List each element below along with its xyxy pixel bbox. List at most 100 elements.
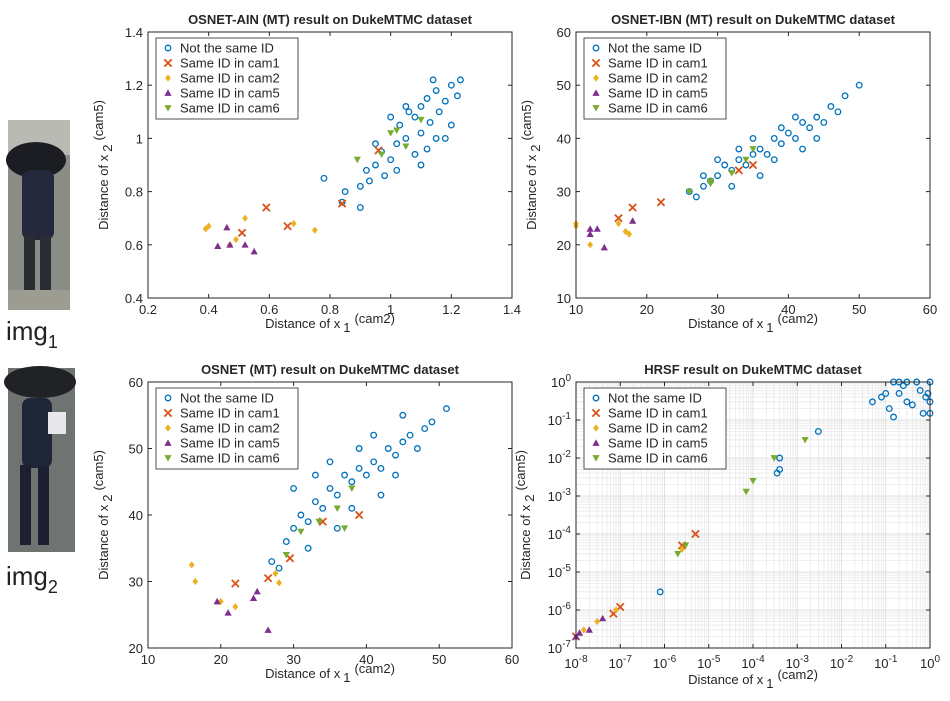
point: [594, 617, 600, 626]
legend-marker: [591, 58, 601, 68]
point: [699, 182, 707, 190]
point: [188, 561, 195, 569]
y-tick-label: 10-2: [548, 449, 572, 466]
legend-label: Not the same ID: [608, 391, 702, 406]
y-tick-label: 0.8: [125, 185, 143, 200]
y-tick-label: 10-1: [548, 411, 572, 428]
legend-label: Not the same ID: [180, 41, 274, 56]
legend-label: Not the same ID: [608, 41, 702, 56]
legend-marker: [164, 105, 172, 112]
y-tick-label: 20: [129, 641, 143, 656]
point: [362, 166, 370, 174]
x-tick-label-base: 10: [697, 656, 711, 671]
point: [770, 134, 778, 142]
chart-title: OSNET (MT) result on DukeMTMC dataset: [201, 362, 460, 377]
point: [714, 156, 722, 164]
point: [348, 478, 356, 486]
legend-label: Same ID in cam2: [608, 71, 708, 86]
x-axis-label-superscript: (cam2): [354, 661, 394, 676]
chart-title: OSNET-IBN (MT) result on DukeMTMC datase…: [611, 12, 896, 27]
image-label-subscript: 1: [48, 332, 58, 352]
y-axis-label: Distance of x 2 (cam5): [91, 100, 115, 230]
point: [691, 529, 700, 539]
point: [341, 188, 349, 196]
x-tick-label: 100: [920, 654, 940, 671]
point: [333, 491, 341, 499]
point: [629, 217, 637, 224]
x-tick-label-exponent: -8: [579, 654, 588, 665]
legend-marker: [163, 58, 173, 68]
x-tick-label: 0.2: [139, 302, 157, 317]
x-axis-label-superscript: (cam2): [777, 667, 817, 682]
point: [387, 113, 395, 121]
x-axis-label: Distance of x 1 (cam2): [688, 667, 818, 691]
legend-box: [583, 37, 727, 120]
y-tick-label: 10-3: [548, 487, 572, 504]
point: [297, 528, 305, 536]
point: [453, 92, 461, 100]
y-tick-label: 10: [557, 291, 571, 306]
y-tick-label-base: 10: [548, 451, 562, 466]
y-tick-label-base: 10: [548, 489, 562, 504]
point: [432, 134, 440, 142]
point: [297, 511, 305, 519]
point: [417, 103, 425, 110]
y-tick-label: 60: [557, 25, 571, 40]
point: [202, 225, 209, 233]
point: [320, 174, 328, 182]
point: [426, 118, 434, 126]
point: [429, 76, 437, 84]
point: [242, 214, 248, 222]
x-tick-label-base: 10: [741, 656, 755, 671]
x-axis-label-text: Distance of x: [688, 316, 764, 331]
y-tick-label-base: 10: [551, 375, 565, 390]
x-tick-label: 20: [640, 302, 654, 317]
x-tick-label: 1: [387, 302, 394, 317]
point: [237, 228, 247, 238]
point: [626, 230, 632, 238]
point: [224, 609, 232, 616]
x-tick-label: 10-6: [653, 654, 677, 671]
point: [586, 230, 594, 238]
point: [253, 587, 261, 595]
point: [735, 145, 743, 153]
point: [311, 498, 319, 506]
point: [304, 518, 312, 526]
point: [890, 413, 897, 421]
point: [868, 398, 876, 406]
x-tick-label: 10-5: [697, 654, 721, 671]
y-tick-label-base: 10: [548, 527, 562, 542]
point: [903, 398, 911, 406]
x-tick-label: 20: [214, 652, 228, 667]
point: [315, 518, 323, 526]
x-tick-label-exponent: -6: [667, 654, 676, 665]
point: [413, 445, 421, 452]
point: [599, 614, 607, 622]
x-tick-label: 30: [710, 302, 724, 317]
y-tick-label-base: 10: [548, 603, 562, 618]
point: [355, 445, 363, 452]
point: [356, 204, 364, 212]
point: [699, 172, 707, 180]
point: [393, 166, 401, 174]
y-axis-label-subscript: 2: [100, 145, 115, 152]
x-tick-label: 10-7: [609, 654, 633, 671]
axes-box: [575, 381, 931, 649]
y-tick-label: 50: [129, 442, 143, 457]
point: [580, 626, 587, 634]
legend-marker: [592, 455, 600, 462]
y-axis-label-superscript: (cam5): [513, 450, 528, 490]
point: [685, 188, 693, 196]
y-tick-label: 40: [557, 131, 571, 146]
point: [381, 172, 389, 180]
point: [241, 241, 249, 248]
point: [908, 401, 916, 409]
point: [311, 226, 318, 234]
point: [290, 484, 298, 492]
point: [776, 465, 784, 473]
y-tick-label: 40: [129, 508, 143, 523]
legend-marker: [165, 424, 171, 432]
y-axis-label-superscript: (cam5): [519, 100, 534, 140]
